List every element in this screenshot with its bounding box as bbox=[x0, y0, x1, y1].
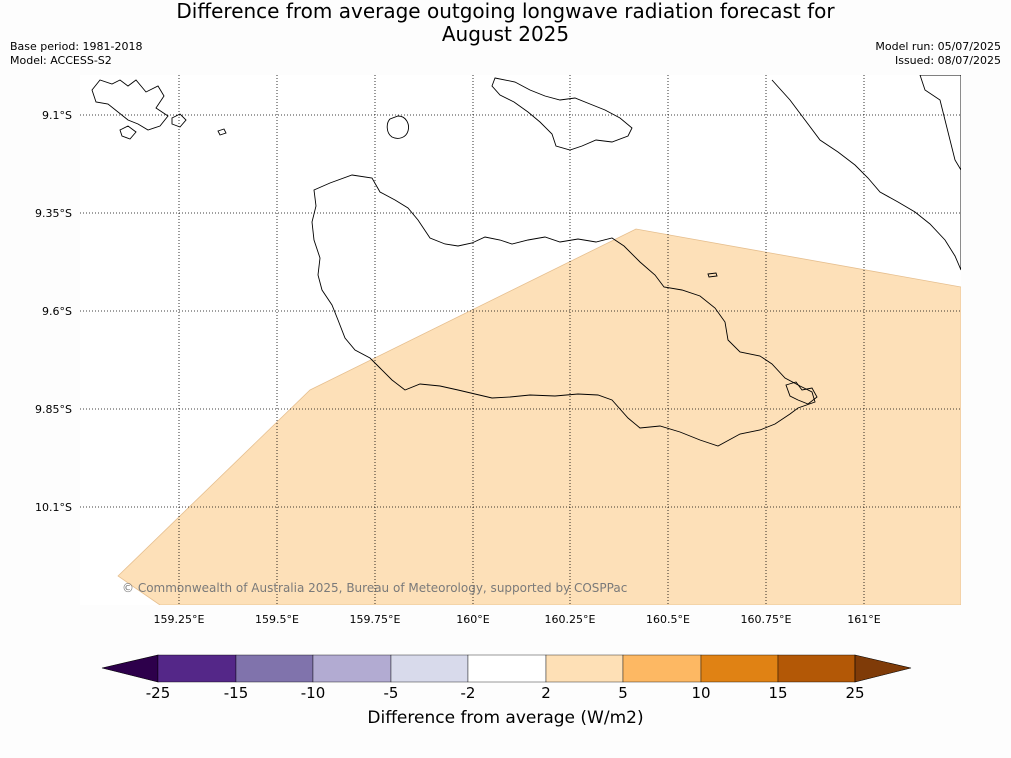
colorbar-low-extension bbox=[101, 654, 159, 683]
graticule bbox=[80, 75, 961, 605]
title-line-1: Difference from average outgoing longwav… bbox=[176, 0, 835, 23]
lon-label: 161°E bbox=[847, 613, 880, 626]
colorbar-tick: -15 bbox=[223, 684, 249, 702]
russell-islet-3 bbox=[217, 128, 227, 136]
colorbar-tick: 5 bbox=[618, 684, 628, 702]
colorbar-segment bbox=[312, 654, 392, 683]
lat-label: 9.6°S bbox=[42, 305, 72, 318]
lat-label: 9.1°S bbox=[42, 109, 72, 122]
lat-label: 9.85°S bbox=[35, 403, 72, 416]
latitude-labels: 9.1°S 9.35°S 9.6°S 9.85°S 10.1°S bbox=[35, 109, 72, 514]
colorbar-tick: 10 bbox=[691, 684, 711, 702]
colorbar-segment bbox=[467, 654, 547, 683]
title-line-2: August 2025 bbox=[441, 22, 570, 46]
run-info: Model run: 05/07/2025 Issued: 08/07/2025 bbox=[875, 40, 1001, 68]
russell-islet-1 bbox=[119, 125, 137, 140]
model-run: Model run: 05/07/2025 bbox=[875, 40, 1001, 53]
russell-islands bbox=[91, 79, 169, 131]
colorbar-tick: 15 bbox=[768, 684, 788, 702]
lon-label: 160.75°E bbox=[741, 613, 792, 626]
colorbar-label: Difference from average (W/m2) bbox=[367, 708, 644, 728]
longitude-labels: 159.25°E 159.5°E 159.75°E 160°E 160.25°E… bbox=[154, 613, 881, 626]
colorbar-segment bbox=[777, 654, 856, 683]
marau-islets bbox=[785, 381, 818, 405]
colorbar-tick: 2 bbox=[541, 684, 551, 702]
colorbar-high-extension bbox=[854, 654, 912, 683]
colorbar-segment bbox=[700, 654, 779, 683]
savo-island bbox=[386, 115, 409, 139]
model-info: Base period: 1981-2018 Model: ACCESS-S2 bbox=[10, 40, 142, 68]
lon-label: 160.25°E bbox=[545, 613, 596, 626]
colorbar-segment bbox=[235, 654, 314, 683]
florida-islands bbox=[491, 77, 633, 151]
model-name: Model: ACCESS-S2 bbox=[10, 54, 112, 67]
colorbar-tick: -5 bbox=[383, 684, 399, 702]
russell-islet-2 bbox=[171, 113, 187, 128]
colorbar-segment bbox=[545, 654, 624, 683]
forecast-anomaly-area bbox=[117, 228, 961, 605]
colorbar-segment bbox=[622, 654, 702, 683]
issued-date: Issued: 08/07/2025 bbox=[894, 54, 1001, 67]
malaita-coastline bbox=[771, 75, 961, 271]
guadalcanal-coastline bbox=[311, 174, 816, 447]
lat-label: 10.1°S bbox=[35, 501, 72, 514]
colorbar bbox=[101, 654, 912, 683]
base-period: Base period: 1981-2018 bbox=[10, 40, 143, 53]
colorbar-tick: -2 bbox=[460, 684, 476, 702]
coastlines bbox=[91, 75, 961, 447]
lon-label: 159.75°E bbox=[350, 613, 401, 626]
lon-label: 160.5°E bbox=[646, 613, 690, 626]
colorbar-tick: -10 bbox=[300, 684, 326, 702]
colorbar-segment bbox=[390, 654, 469, 683]
colorbar-tick: 25 bbox=[845, 684, 865, 702]
lon-label: 159.5°E bbox=[255, 613, 299, 626]
lon-label: 160°E bbox=[456, 613, 489, 626]
copyright-notice: © Commonwealth of Australia 2025, Bureau… bbox=[122, 581, 627, 595]
colorbar-tick: -25 bbox=[145, 684, 171, 702]
tiny-islet bbox=[707, 272, 718, 278]
lat-label: 9.35°S bbox=[35, 207, 72, 220]
map-title: Difference from average outgoing longwav… bbox=[0, 0, 1011, 46]
colorbar-segment bbox=[157, 654, 237, 683]
lon-label: 159.25°E bbox=[154, 613, 205, 626]
